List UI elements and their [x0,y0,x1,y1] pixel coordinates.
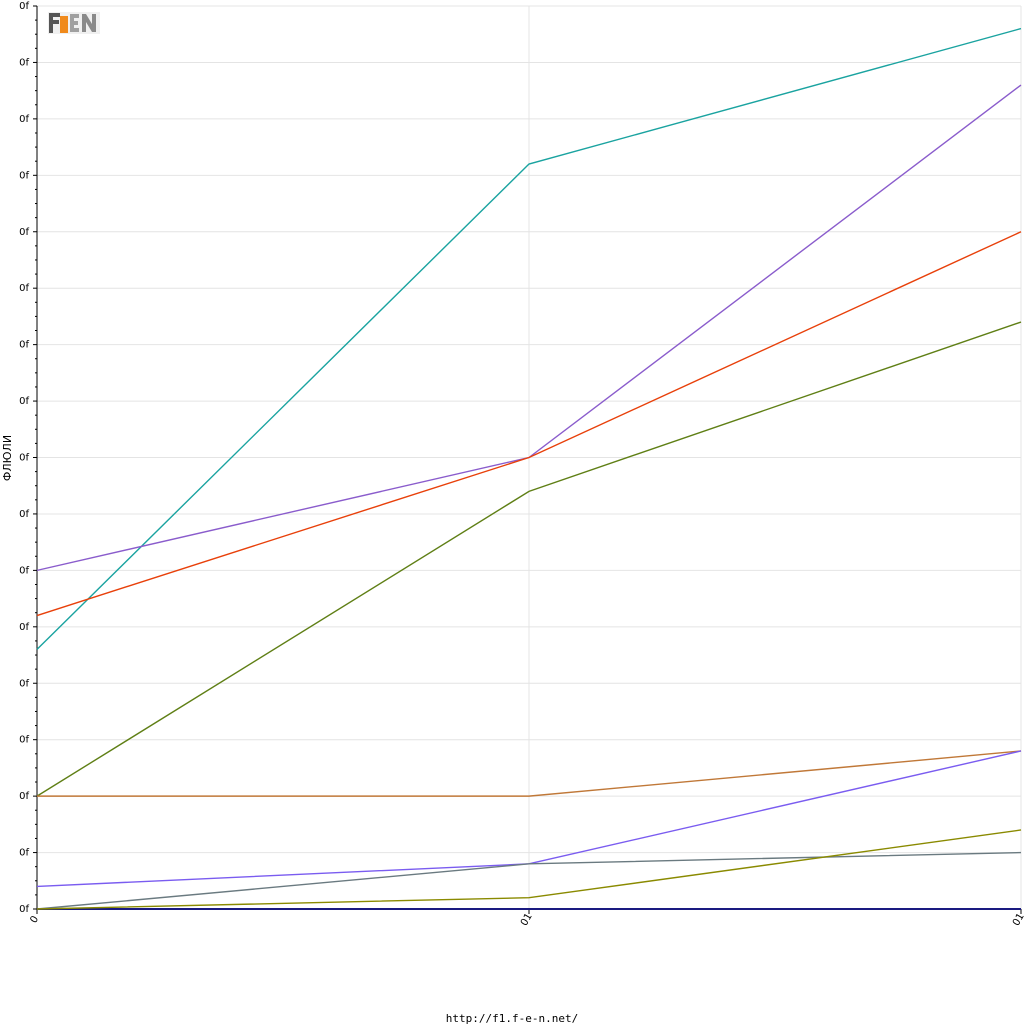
x-tick-labels: 0 01 01 [28,911,1024,928]
y-tick-label: 0f [19,283,29,294]
y-tick-label: 0f [19,565,29,576]
y-axis-label: ФЛЮЛИ [1,435,14,481]
series-line-4 [36,321,1022,797]
y-tick-label: 0f [19,340,29,351]
f1en-logo [48,12,100,34]
y-tick-label: 0f [19,509,29,520]
y-tick-label: 0f [19,678,29,689]
y-tick-label: 0f [19,848,29,859]
x-tick-label: 01 [1011,911,1024,928]
y-tick-label: 0f [19,622,29,633]
x-tick-label: 01 [519,911,535,928]
series-line-8 [36,829,1022,910]
series-lines [36,27,1022,910]
y-tick-label: 0f [19,735,29,746]
series-line-5 [37,750,1022,797]
y-tick-label: 0f [19,170,29,181]
y-tick-label: 0f [19,396,29,407]
y-tick-label: 0f [19,1,29,12]
y-tick-label: 0f [19,57,29,68]
y-tick-label: 0f [19,114,29,125]
x-tick-label: 0 [28,914,41,925]
y-tick-labels: 0f 0f 0f 0f 0f 0f 0f 0f 0f 0f 0f 0f 0f 0f 0f 0f 0f [19,1,29,915]
series-line-7 [36,851,1022,910]
y-tick-label: 0f [19,904,29,915]
y-tick-label: 0f [19,791,29,802]
series-line-3 [36,231,1022,617]
axes [33,5,1022,914]
source-url[interactable]: http://f1.f-e-n.net/ [445,1012,579,1025]
y-tick-label: 0f [19,453,29,464]
y-tick-label: 0f [19,227,29,238]
series-line-1 [36,27,1022,650]
